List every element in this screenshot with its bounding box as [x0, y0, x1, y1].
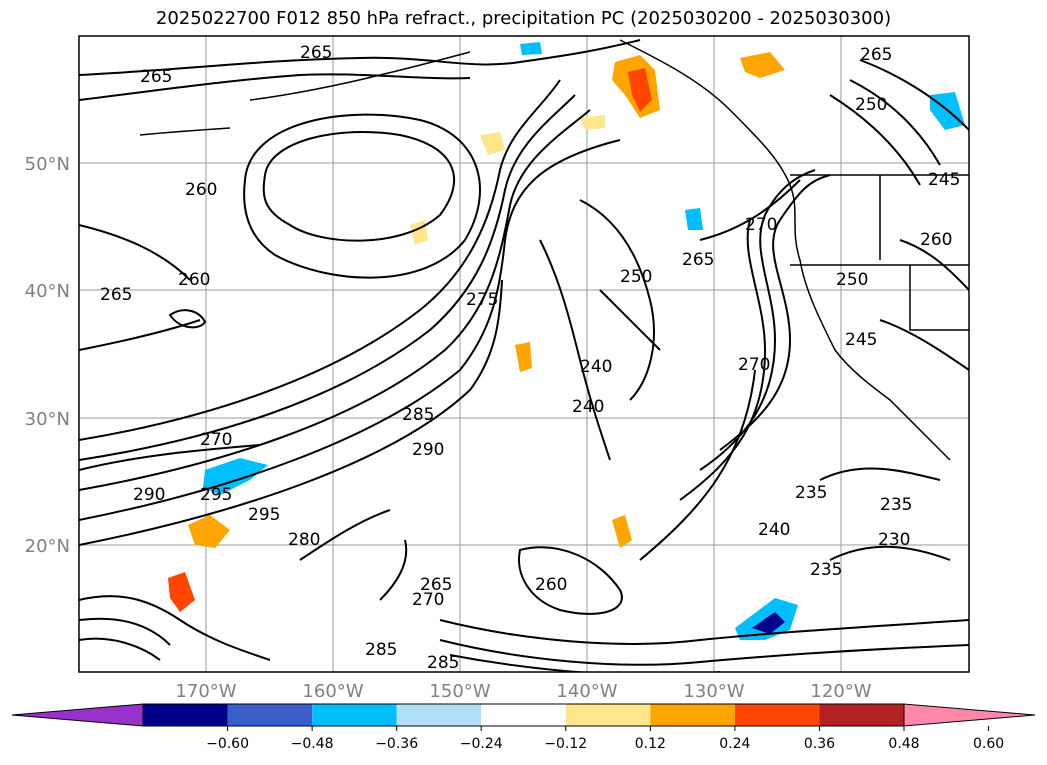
contour-label: 230	[878, 530, 910, 550]
contour-label: 295	[248, 505, 280, 525]
contour-label: 250	[836, 270, 868, 290]
precip-negative-area	[685, 208, 703, 230]
lon-label: 160°W	[302, 681, 363, 702]
contour-label: 290	[133, 485, 165, 505]
contour-label: 265	[100, 285, 132, 305]
contour-label: 265	[140, 67, 172, 87]
precip-positive-area	[515, 342, 532, 372]
lon-label: 170°W	[175, 681, 236, 702]
colorbar: −0.60 −0.48 −0.36 −0.24 −0.12 0.12 0.24 0.36 0.4…	[11, 703, 1036, 752]
lon-label: 120°W	[810, 681, 871, 702]
precip-negative-area	[520, 42, 542, 55]
colorbar-segment	[143, 704, 228, 726]
colorbar-segment	[819, 704, 904, 726]
contour-label: 235	[795, 483, 827, 503]
contour-label: 235	[810, 560, 842, 580]
colorbar-tick-label: 0.48	[888, 736, 919, 752]
contour-label: 250	[620, 267, 652, 287]
contour-label: 265	[860, 45, 892, 65]
colorbar-tick-label: −0.24	[460, 736, 503, 752]
precip-positive-area	[168, 572, 195, 612]
contour-label: 265	[420, 575, 452, 595]
precip-light-positive-area	[480, 132, 505, 155]
contour-label: 270	[412, 590, 444, 610]
colorbar-tick-label: 0.12	[635, 736, 666, 752]
refractivity-contours	[79, 39, 969, 672]
precip-strong-positive-area	[628, 68, 652, 112]
contour-label: 285	[402, 405, 434, 425]
contour-label: 270	[200, 430, 232, 450]
colorbar-frame	[142, 703, 905, 727]
graticule	[79, 36, 969, 672]
latitude-labels: 50°N 40°N 30°N 20°N	[25, 154, 70, 557]
contour-label: 285	[427, 653, 459, 673]
precip-positive-area	[740, 52, 785, 78]
colorbar-extend-max	[903, 703, 1036, 727]
contour-label: 240	[580, 357, 612, 377]
colorbar-tick-label: 0.60	[973, 736, 1004, 752]
colorbar-segment	[481, 704, 566, 726]
colorbar-segment	[312, 704, 397, 726]
contour-label: 280	[288, 530, 320, 550]
contour-label: 285	[365, 640, 397, 660]
precip-positive-area	[612, 515, 632, 548]
colorbar-segment	[396, 704, 482, 726]
map-plot-area: 265 265 260 260 265 250 240 240 285 290 …	[79, 36, 969, 673]
lon-label: 150°W	[429, 681, 490, 702]
colorbar-segment	[227, 704, 313, 726]
colorbar-segment	[734, 704, 820, 726]
precip-strong-negative-area	[752, 612, 785, 634]
map-title: 2025022700 F012 850 hPa refract., precip…	[155, 8, 892, 29]
contour-label: 235	[880, 495, 912, 515]
colorbar-tick-label: 0.36	[804, 736, 835, 752]
precip-positive-area	[188, 515, 230, 548]
colorbar-tick-label: −0.48	[291, 736, 334, 752]
longitude-labels: 170°W 160°W 150°W 140°W 130°W 120°W	[175, 681, 871, 702]
lat-label: 20°N	[25, 536, 70, 557]
contour-label: 240	[572, 397, 604, 417]
contour-label: 250	[855, 95, 887, 115]
contour-label: 240	[758, 520, 790, 540]
contour-label: 270	[738, 355, 770, 375]
lat-label: 40°N	[25, 281, 70, 302]
contour-labels: 265 265 260 260 265 250 240 240 285 290 …	[100, 43, 960, 673]
colorbar-segment	[650, 704, 735, 726]
contour-label: 260	[178, 270, 210, 290]
coastlines	[139, 39, 969, 461]
colorbar-extend-min	[11, 703, 144, 727]
lon-label: 140°W	[556, 681, 617, 702]
contour-label: 260	[920, 230, 952, 250]
contour-label: 275	[466, 290, 498, 310]
contour-label: 245	[928, 170, 960, 190]
colorbar-tick-label: −0.36	[375, 736, 418, 752]
contour-label: 265	[300, 43, 332, 63]
colorbar-segment	[565, 704, 651, 726]
lat-label: 30°N	[25, 409, 70, 430]
contour-label: 260	[535, 575, 567, 595]
colorbar-tick-label: −0.12	[544, 736, 587, 752]
contour-label: 295	[200, 485, 232, 505]
colorbar-tick-label: 0.24	[719, 736, 750, 752]
contour-label: 260	[185, 180, 217, 200]
contour-label: 245	[845, 330, 877, 350]
lon-label: 130°W	[683, 681, 744, 702]
contour-label: 290	[412, 440, 444, 460]
lat-label: 50°N	[25, 154, 70, 175]
precip-light-positive-area	[580, 115, 605, 130]
contour-label: 270	[745, 215, 777, 235]
contour-label: 265	[682, 250, 714, 270]
plot-frame	[78, 35, 970, 673]
colorbar-tick-label: −0.60	[206, 736, 249, 752]
